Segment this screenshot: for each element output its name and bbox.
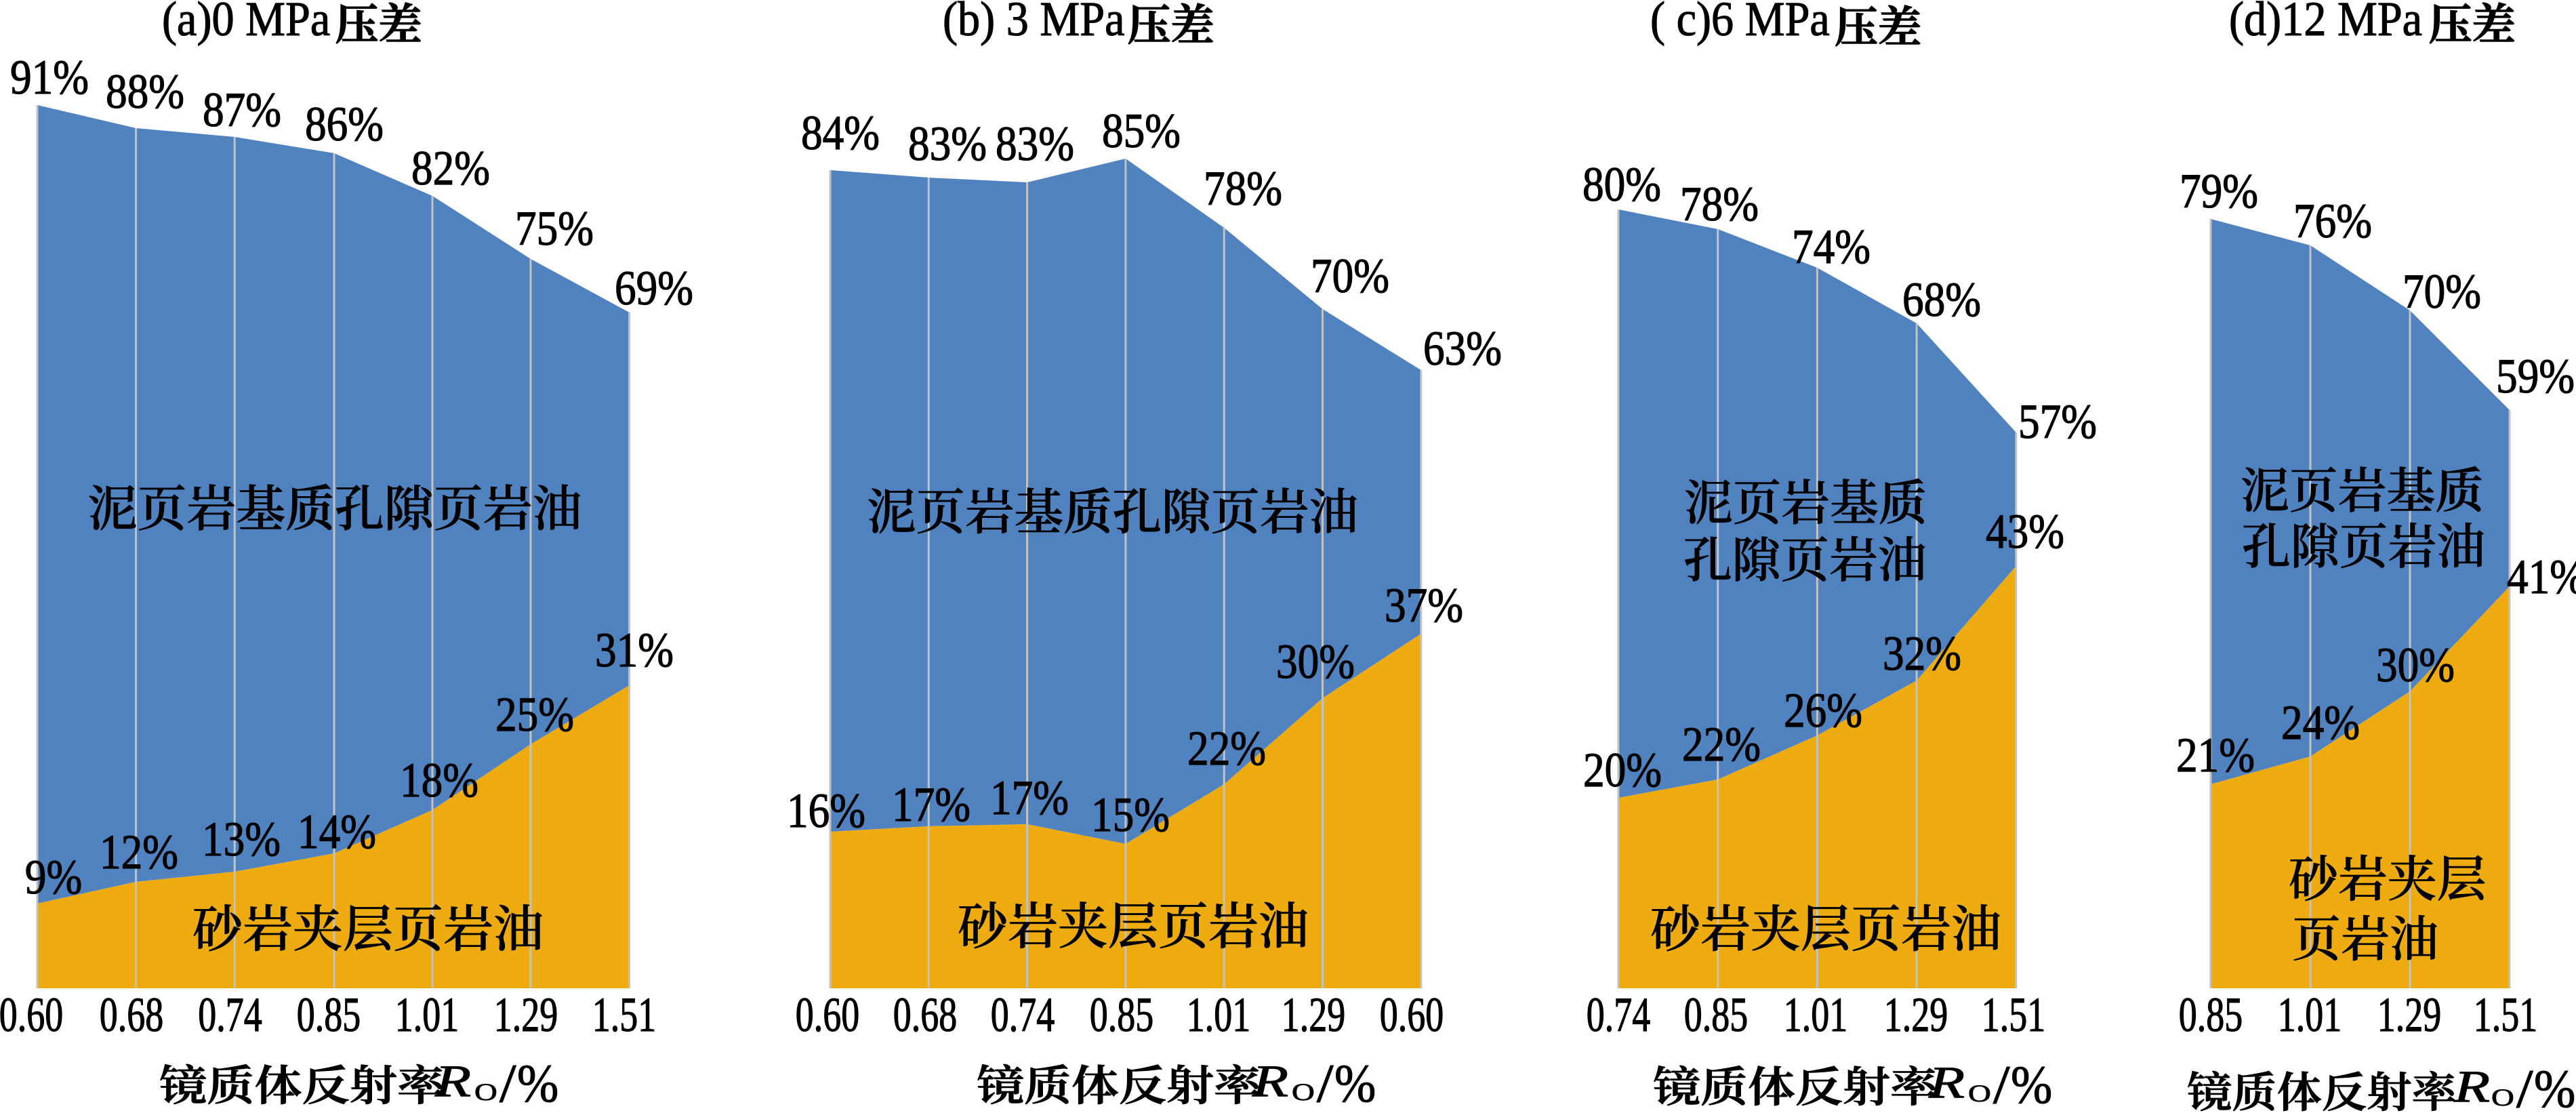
svg-text:26%: 26% bbox=[1784, 683, 1862, 737]
svg-text:85%: 85% bbox=[1102, 104, 1181, 158]
svg-text:70%: 70% bbox=[2403, 264, 2481, 319]
svg-text:/: / bbox=[1317, 1054, 1334, 1113]
svg-text:1.29: 1.29 bbox=[1884, 988, 1948, 1042]
svg-text:37%: 37% bbox=[1385, 578, 1463, 632]
svg-text:1.51: 1.51 bbox=[592, 988, 656, 1042]
svg-text:12%: 12% bbox=[100, 825, 178, 879]
svg-text:0.85: 0.85 bbox=[297, 988, 361, 1042]
svg-text:R: R bbox=[1928, 1057, 1965, 1108]
svg-text:0.60: 0.60 bbox=[796, 988, 859, 1042]
svg-text:87%: 87% bbox=[203, 83, 281, 137]
svg-text:43%: 43% bbox=[1986, 504, 2064, 559]
svg-text:/: / bbox=[2516, 1059, 2533, 1113]
svg-text:0.60: 0.60 bbox=[1380, 988, 1444, 1042]
svg-text:24%: 24% bbox=[2281, 695, 2360, 750]
svg-text:16%: 16% bbox=[787, 784, 865, 838]
svg-text:1.29: 1.29 bbox=[494, 988, 558, 1042]
svg-text:%: % bbox=[517, 1053, 558, 1113]
svg-text:R: R bbox=[2453, 1061, 2490, 1112]
svg-text:17%: 17% bbox=[990, 771, 1069, 825]
svg-text:0.85: 0.85 bbox=[1684, 988, 1748, 1042]
svg-text:1.51: 1.51 bbox=[2474, 988, 2537, 1042]
svg-text:(d)12 MPa: (d)12 MPa bbox=[2229, 0, 2422, 46]
svg-text:(b) 3 MPa: (b) 3 MPa bbox=[943, 0, 1125, 46]
svg-text:0.68: 0.68 bbox=[893, 988, 957, 1042]
svg-text:(a)0 MPa: (a)0 MPa bbox=[162, 0, 330, 46]
svg-text:68%: 68% bbox=[1902, 272, 1981, 327]
svg-text:1.01: 1.01 bbox=[2278, 988, 2342, 1042]
svg-text:%: % bbox=[2011, 1055, 2052, 1113]
svg-text:22%: 22% bbox=[1682, 717, 1761, 771]
svg-text:1.01: 1.01 bbox=[395, 988, 459, 1042]
svg-text:69%: 69% bbox=[615, 261, 693, 315]
svg-text:76%: 76% bbox=[2293, 194, 2372, 248]
svg-text:1.01: 1.01 bbox=[1784, 988, 1847, 1042]
svg-text:82%: 82% bbox=[411, 141, 490, 195]
svg-text:13%: 13% bbox=[202, 812, 281, 866]
svg-text:86%: 86% bbox=[305, 97, 384, 151]
svg-text:57%: 57% bbox=[2018, 394, 2097, 449]
svg-text:20%: 20% bbox=[1583, 743, 1662, 797]
svg-text:25%: 25% bbox=[495, 687, 574, 742]
svg-text:O: O bbox=[2491, 1085, 2514, 1112]
svg-text:9%: 9% bbox=[25, 850, 82, 904]
svg-text:0.60: 0.60 bbox=[0, 988, 63, 1042]
svg-text:17%: 17% bbox=[892, 777, 970, 832]
svg-text:%: % bbox=[2534, 1059, 2575, 1113]
svg-text:O: O bbox=[1968, 1080, 1991, 1108]
svg-text:63%: 63% bbox=[1423, 321, 1502, 376]
svg-text:32%: 32% bbox=[1883, 626, 1961, 681]
svg-text:0.74: 0.74 bbox=[1587, 988, 1650, 1042]
svg-text:75%: 75% bbox=[515, 201, 594, 256]
svg-text:59%: 59% bbox=[2496, 349, 2575, 403]
svg-text:R: R bbox=[1252, 1056, 1288, 1106]
svg-text:83%: 83% bbox=[996, 117, 1074, 171]
svg-text:0.85: 0.85 bbox=[2179, 988, 2243, 1042]
svg-text:31%: 31% bbox=[595, 623, 674, 677]
svg-text:1.29: 1.29 bbox=[1282, 988, 1345, 1042]
svg-text:( c)6 MPa: ( c)6 MPa bbox=[1650, 0, 1830, 46]
svg-text:88%: 88% bbox=[106, 64, 184, 119]
svg-text:15%: 15% bbox=[1091, 788, 1170, 842]
svg-text:0.74: 0.74 bbox=[198, 988, 262, 1042]
svg-text:R: R bbox=[434, 1056, 471, 1106]
svg-text:84%: 84% bbox=[801, 106, 880, 160]
svg-text:14%: 14% bbox=[298, 805, 376, 859]
svg-text:22%: 22% bbox=[1187, 721, 1266, 775]
svg-text:30%: 30% bbox=[1276, 634, 1355, 689]
svg-text:79%: 79% bbox=[2180, 164, 2258, 218]
svg-text:1.51: 1.51 bbox=[1982, 988, 2045, 1042]
svg-text:78%: 78% bbox=[1680, 177, 1759, 231]
svg-text:18%: 18% bbox=[400, 753, 478, 807]
svg-text:O: O bbox=[474, 1079, 497, 1106]
svg-text:/: / bbox=[499, 1054, 516, 1113]
svg-text:83%: 83% bbox=[908, 117, 987, 171]
svg-text:0.74: 0.74 bbox=[991, 988, 1055, 1042]
svg-text:0.68: 0.68 bbox=[100, 988, 163, 1042]
svg-text:30%: 30% bbox=[2376, 638, 2455, 692]
svg-text:%: % bbox=[1334, 1053, 1376, 1113]
svg-text:74%: 74% bbox=[1792, 220, 1870, 274]
svg-text:41%: 41% bbox=[2507, 550, 2576, 604]
svg-text:78%: 78% bbox=[1204, 161, 1282, 216]
svg-text:80%: 80% bbox=[1582, 157, 1661, 211]
svg-text:70%: 70% bbox=[1311, 249, 1389, 303]
svg-text:/: / bbox=[1993, 1055, 2010, 1113]
svg-text:21%: 21% bbox=[2176, 728, 2255, 782]
svg-text:O: O bbox=[1292, 1079, 1315, 1106]
svg-text:1.29: 1.29 bbox=[2377, 988, 2441, 1042]
svg-text:0.85: 0.85 bbox=[1090, 988, 1153, 1042]
svg-text:1.01: 1.01 bbox=[1187, 988, 1250, 1042]
svg-text:91%: 91% bbox=[10, 50, 89, 104]
